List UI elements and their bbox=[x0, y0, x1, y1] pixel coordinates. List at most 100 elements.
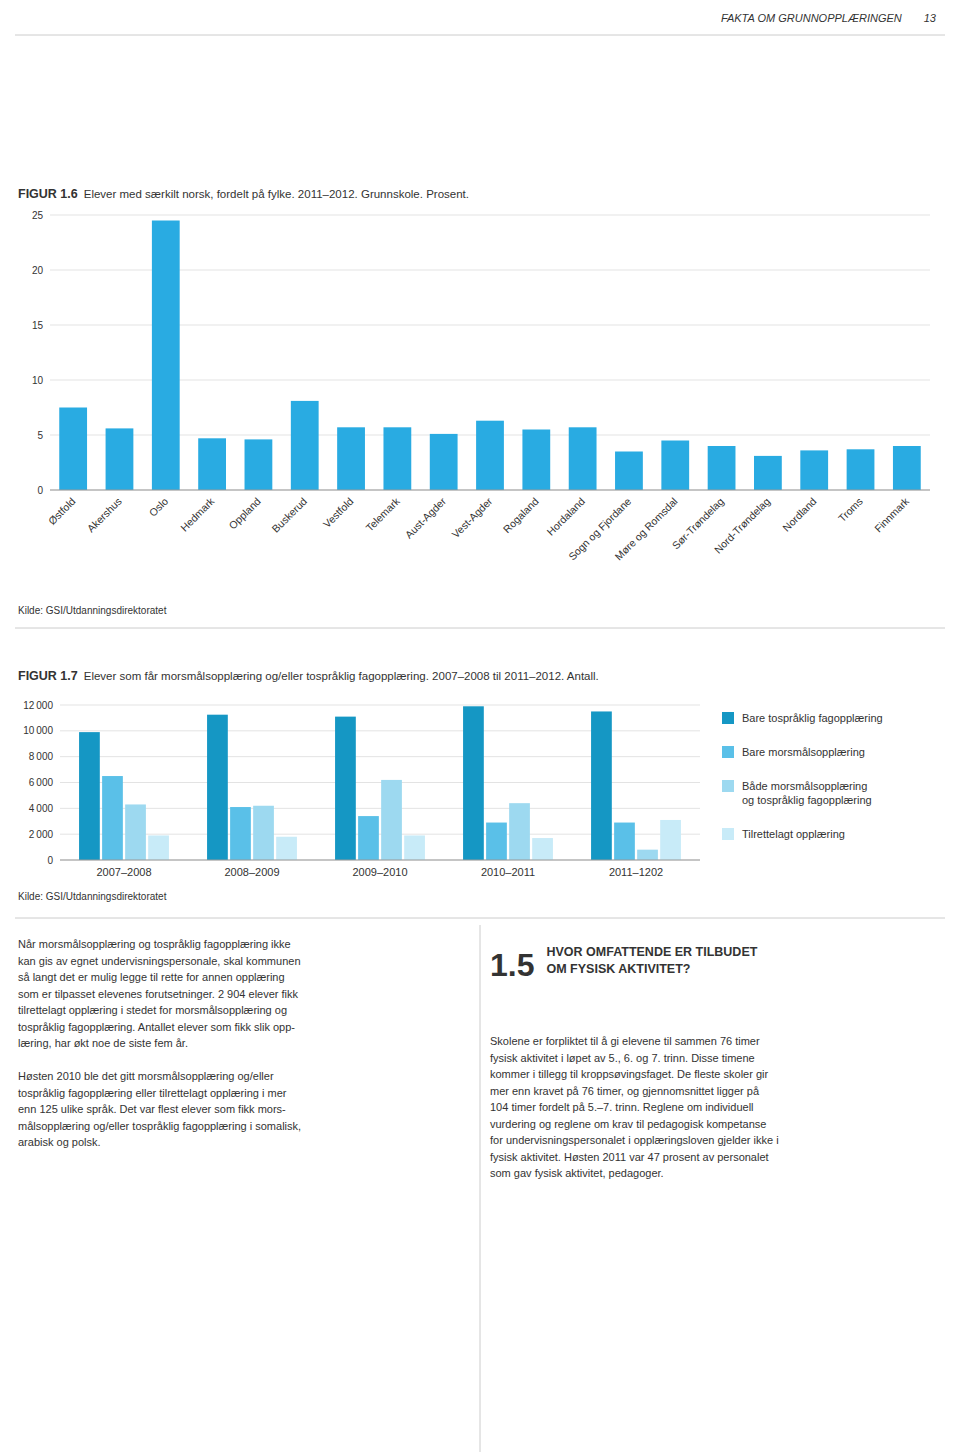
bar bbox=[614, 823, 635, 860]
x-tick-label: Oslo bbox=[146, 495, 170, 519]
grid-line bbox=[50, 270, 930, 271]
text-line: fysisk aktivitet i løpet av 5., 6. og 7.… bbox=[490, 1052, 755, 1064]
page: 13FAKTA OM GRUNNOPPLÆRINGENFIGUR 1.6Elev… bbox=[0, 0, 960, 1452]
legend-swatch bbox=[722, 828, 734, 840]
y-tick-label: 2 000 bbox=[29, 829, 54, 840]
text-line: mer enn kravet på 76 timer, og gjennomsn… bbox=[490, 1085, 760, 1097]
bar bbox=[381, 780, 402, 860]
text-line: kan gis av egnet undervisningspersonale,… bbox=[18, 955, 301, 967]
bar bbox=[708, 446, 736, 490]
bar bbox=[591, 711, 612, 860]
bar bbox=[125, 804, 146, 860]
bar bbox=[198, 438, 226, 490]
chart-subtitle: Elever med særkilt norsk, fordelt på fyl… bbox=[84, 188, 469, 200]
chart-source: Kilde: GSI/Utdanningsdirektoratet bbox=[18, 891, 167, 902]
separator bbox=[15, 918, 945, 919]
chart-title: FIGUR 1.7 bbox=[18, 669, 78, 683]
legend-swatch bbox=[722, 746, 734, 758]
legend-swatch bbox=[722, 780, 734, 792]
bar bbox=[800, 450, 828, 490]
y-tick-label: 0 bbox=[37, 485, 43, 496]
chart: FIGUR 1.6 Elever med særkilt norsk, forde… bbox=[18, 187, 930, 616]
grid-line bbox=[50, 215, 930, 216]
y-tick-label: 25 bbox=[32, 210, 44, 221]
text-line: fysisk aktivitet. Høsten 2011 var 47 pro… bbox=[490, 1151, 769, 1163]
y-tick-label: 4 000 bbox=[29, 803, 54, 814]
bar bbox=[660, 820, 681, 860]
bar bbox=[893, 446, 921, 490]
chart-title: FIGUR 1.6 bbox=[18, 187, 78, 201]
bar bbox=[532, 838, 553, 860]
legend: Bare tospråklig fagopplæringBare morsmål… bbox=[722, 712, 883, 840]
text-line: kommer i tillegg til kroppsøvingsfaget. … bbox=[490, 1068, 768, 1080]
y-tick-label: 10 bbox=[32, 375, 44, 386]
text-line: 104 timer fordelt på 5.–7. trinn. Reglen… bbox=[490, 1101, 754, 1113]
y-tick-label: 0 bbox=[47, 855, 53, 866]
grid-line bbox=[50, 380, 930, 381]
bar bbox=[430, 434, 458, 490]
text-line: OM FYSISK AKTIVITET? bbox=[546, 962, 690, 976]
column-divider bbox=[480, 925, 481, 1452]
bar bbox=[207, 715, 228, 860]
bar bbox=[404, 835, 425, 860]
bar bbox=[383, 427, 411, 490]
x-tick-label: 2011–1202 bbox=[609, 866, 663, 878]
x-tick-label: Aust-Agder bbox=[402, 495, 448, 541]
x-tick-label: Oppland bbox=[226, 495, 263, 532]
x-tick-label: Nord-Trøndelag bbox=[712, 495, 773, 556]
legend-label: Bare morsmålsopplæring bbox=[742, 746, 865, 758]
x-tick-label: Vest-Agder bbox=[449, 495, 495, 541]
legend-label: Både morsmålsopplæringog tospråklig fago… bbox=[742, 780, 872, 806]
y-tick-label: 8 000 bbox=[29, 751, 54, 762]
x-tick-label: Østfold bbox=[46, 495, 78, 527]
text-line: arabisk og polsk. bbox=[18, 1136, 101, 1148]
bar bbox=[754, 456, 782, 490]
separator bbox=[15, 35, 945, 36]
bar bbox=[486, 823, 507, 860]
legend-swatch bbox=[722, 712, 734, 724]
bar bbox=[253, 806, 274, 860]
x-tick-label: Hedmark bbox=[178, 494, 217, 533]
separator bbox=[15, 628, 945, 629]
marks bbox=[59, 221, 920, 491]
x-tick-label: 2007–2008 bbox=[96, 866, 151, 878]
text-line: Høsten 2010 ble det gitt morsmålsopplæri… bbox=[18, 1070, 274, 1082]
bar bbox=[509, 803, 530, 860]
section-title: HVOR OMFATTENDE ER TILBUDETOM FYSISK AKT… bbox=[546, 945, 757, 976]
text-line: Når morsmålsopplæring og tospråklig fago… bbox=[18, 938, 291, 950]
bar bbox=[148, 835, 169, 860]
x-axis-line bbox=[50, 490, 930, 491]
text-line: Skolene er forpliktet til å gi elevene t… bbox=[490, 1035, 760, 1047]
bar bbox=[79, 732, 100, 860]
x-tick-label: 2009–2010 bbox=[352, 866, 407, 878]
bar bbox=[59, 408, 87, 491]
x-tick-label: Vestfold bbox=[321, 495, 356, 530]
bar bbox=[106, 428, 134, 490]
bar bbox=[847, 449, 875, 490]
x-tick-label: Troms bbox=[836, 495, 865, 524]
text-line: læring, har økt noe de siste fem år. bbox=[18, 1037, 188, 1049]
x-tick-label: 2008–2009 bbox=[224, 866, 279, 878]
x-tick-label: Finnmark bbox=[872, 494, 912, 534]
text-line: som gav fysisk aktivitet, pedagoger. bbox=[490, 1167, 664, 1179]
bar bbox=[661, 441, 689, 491]
y-tick-label: 6 000 bbox=[29, 777, 54, 788]
x-tick-label: Nordland bbox=[780, 495, 819, 534]
x-axis-line bbox=[60, 860, 700, 861]
bar bbox=[569, 427, 597, 490]
legend-label: Tilrettelagt opplæring bbox=[742, 828, 845, 840]
body-text: Skolene er forpliktet til å gi elevene t… bbox=[490, 1035, 779, 1179]
text-line: tospråklig fagopplæring eller tilrettela… bbox=[18, 1087, 287, 1099]
y-tick-label: 12 000 bbox=[23, 700, 53, 711]
text-line: så langt det er mulig legge til rette fo… bbox=[18, 971, 285, 983]
grid-line bbox=[60, 860, 700, 861]
y-tick-label: 20 bbox=[32, 265, 44, 276]
text-line: Både morsmålsopplæring bbox=[742, 780, 867, 792]
bar bbox=[463, 706, 484, 860]
bar bbox=[291, 401, 319, 490]
bar bbox=[637, 850, 658, 860]
marks bbox=[79, 706, 681, 860]
x-tick-label: Rogaland bbox=[500, 495, 540, 535]
bar bbox=[102, 776, 123, 860]
x-tick-label: Telemark bbox=[363, 494, 402, 533]
